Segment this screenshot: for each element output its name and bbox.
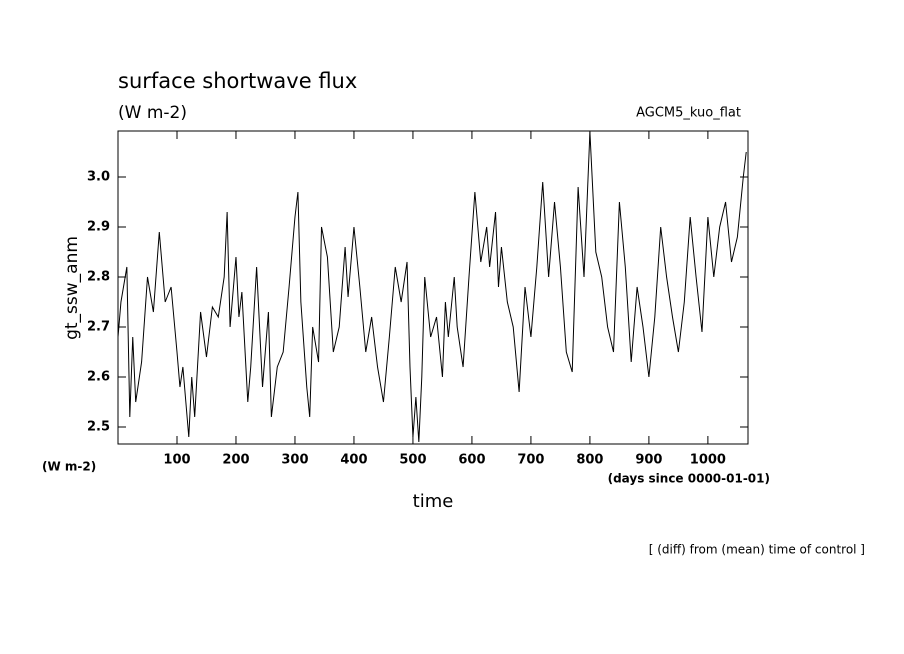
plot-frame — [117, 130, 749, 445]
chart-title: surface shortwave flux — [118, 69, 357, 93]
y-tick-label: 2.9 — [87, 220, 110, 235]
x-axis-label: time — [413, 491, 454, 512]
x-tick-label: 300 — [281, 453, 308, 468]
footnote: [ (diff) from (mean) time of control ] — [649, 543, 865, 557]
x-tick-label: 400 — [340, 453, 367, 468]
x-tick-label: 900 — [635, 453, 662, 468]
annotation: AGCM5_kuo_flat — [636, 106, 741, 121]
y-tick-label: 2.6 — [87, 370, 110, 385]
y-tick-label: 2.5 — [87, 420, 110, 435]
x-tick-label: 500 — [399, 453, 426, 468]
x-tick-label: 100 — [163, 453, 190, 468]
data-line — [117, 131, 747, 443]
y-units: (W m-2) — [42, 460, 96, 474]
x-tick-label: 700 — [517, 453, 544, 468]
x-tick-label: 1000 — [690, 453, 726, 468]
y-axis-label: gt_ssw_anm — [62, 236, 82, 340]
y-tick-label: 3.0 — [87, 170, 110, 185]
y-tick-label: 2.7 — [87, 320, 110, 335]
x-tick-label: 200 — [222, 453, 249, 468]
x-units: (days since 0000-01-01) — [608, 472, 770, 486]
subtitle: (W m-2) — [118, 103, 187, 123]
x-tick-label: 600 — [458, 453, 485, 468]
x-tick-label: 800 — [576, 453, 603, 468]
y-tick-label: 2.8 — [87, 270, 110, 285]
